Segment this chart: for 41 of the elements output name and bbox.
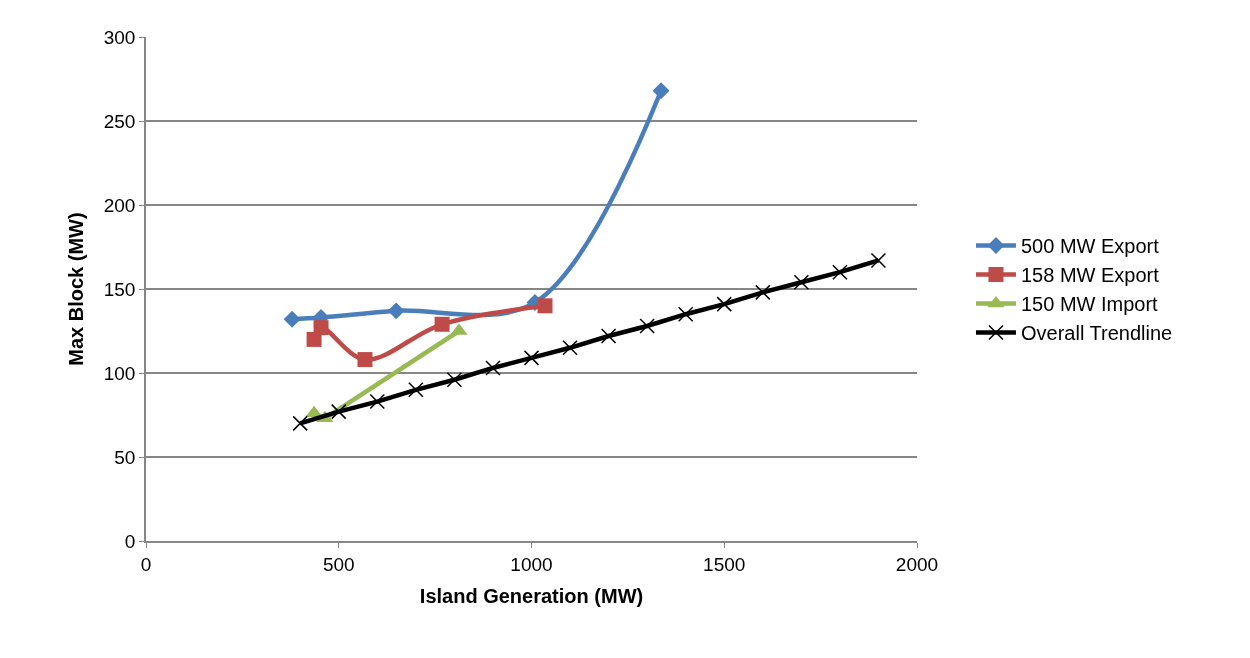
y-tick-label: 0 bbox=[124, 530, 136, 552]
y-tick-label: 100 bbox=[103, 362, 136, 384]
point bbox=[755, 284, 771, 301]
y-tick-label: 150 bbox=[103, 278, 136, 300]
y-axis-title: Max Block (MW) bbox=[64, 212, 87, 366]
x-axis-title: Island Generation (MW) bbox=[419, 584, 644, 607]
legend-label: Overall Trendline bbox=[1020, 322, 1173, 345]
point bbox=[357, 352, 373, 368]
y-tick-label: 250 bbox=[103, 110, 136, 132]
x-tick-label: 1500 bbox=[703, 553, 746, 575]
point bbox=[313, 320, 329, 336]
point bbox=[331, 403, 347, 420]
legend-label: 158 MW Export bbox=[1020, 264, 1160, 287]
point bbox=[408, 382, 424, 398]
point bbox=[434, 316, 450, 332]
point bbox=[283, 310, 301, 328]
y-tick-label: 200 bbox=[103, 194, 136, 216]
point bbox=[485, 360, 501, 376]
point bbox=[600, 328, 617, 344]
point bbox=[832, 264, 848, 280]
point bbox=[652, 82, 670, 100]
x-tick-label: 500 bbox=[322, 553, 355, 575]
point bbox=[639, 318, 655, 334]
y-tick-label: 300 bbox=[103, 26, 136, 48]
x-tick-label: 0 bbox=[140, 553, 152, 575]
point bbox=[446, 371, 463, 388]
point bbox=[677, 306, 694, 322]
point bbox=[870, 252, 887, 269]
x-tick-label: 1000 bbox=[510, 553, 553, 575]
x-tick-label: 2000 bbox=[895, 553, 939, 575]
point bbox=[369, 393, 386, 410]
point bbox=[537, 298, 553, 314]
point bbox=[387, 302, 405, 320]
legend-label: 500 MW Export bbox=[1020, 235, 1160, 258]
y-tick-label: 50 bbox=[114, 446, 136, 468]
point bbox=[793, 274, 810, 291]
point bbox=[292, 415, 308, 432]
point bbox=[523, 350, 540, 366]
point bbox=[716, 296, 732, 312]
legend-label: 150 MW Import bbox=[1020, 293, 1159, 316]
point bbox=[562, 340, 578, 356]
